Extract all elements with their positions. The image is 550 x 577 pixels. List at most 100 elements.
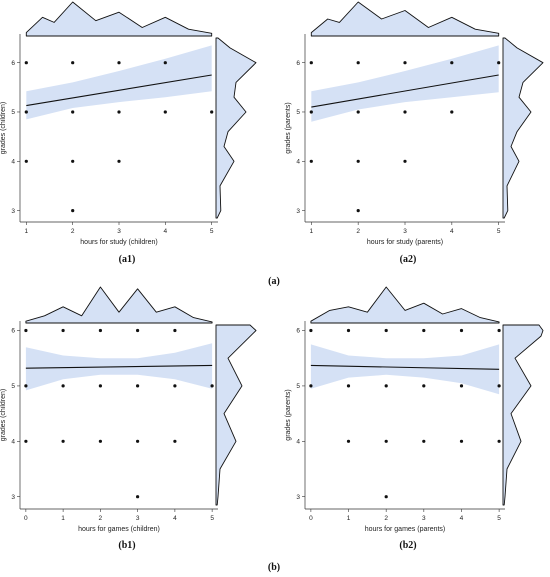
x-tick-label: 3 [403, 228, 407, 235]
y-tick-label: 4 [11, 439, 15, 446]
y-tick-label: 3 [11, 494, 15, 501]
x-axis-label: hours for study (children) [80, 239, 157, 246]
x-tick-label: 4 [164, 228, 168, 235]
trend-line [26, 74, 212, 107]
data-point [163, 110, 167, 114]
data-point [61, 439, 65, 443]
y-axis-label: grades (parents) [285, 389, 292, 440]
x-tick-label: 2 [99, 515, 103, 522]
data-point [71, 159, 75, 163]
y-tick-label: 4 [296, 158, 300, 165]
data-point [346, 439, 351, 443]
top-density-curve [310, 286, 500, 324]
data-point [356, 61, 360, 65]
x-tick-label: 3 [117, 228, 121, 235]
y-tick-label: 4 [296, 439, 300, 446]
data-point [117, 61, 121, 65]
data-point [459, 328, 464, 333]
data-point [450, 61, 454, 65]
data-point [497, 439, 501, 443]
trend-line [310, 364, 500, 370]
data-point [117, 110, 121, 114]
x-tick-label: 5 [497, 228, 501, 235]
caption-a1: (a1) [119, 254, 136, 265]
y-tick-label: 5 [296, 109, 300, 116]
panel-a2: 1 2 3 4 5 3 4 5 6 hours for study (parents) grades… [285, 1, 544, 246]
data-point [384, 384, 388, 388]
x-tick-label: 4 [450, 228, 454, 235]
x-axis-label: hours for games (parents) [365, 526, 446, 533]
data-point [422, 328, 426, 333]
data-point [497, 328, 501, 333]
data-point [136, 384, 140, 388]
data-point [117, 159, 121, 163]
x-tick-label: 1 [61, 515, 65, 522]
data-point [309, 110, 313, 114]
data-point [24, 439, 28, 443]
top-density-curve [310, 1, 500, 37]
y-tick-label: 5 [11, 383, 15, 390]
panel-b2: 0 1 2 3 4 5 3 4 5 6 hours for games (parents) grade… [285, 286, 544, 533]
x-tick-label: 5 [497, 515, 501, 522]
confidence-band [311, 45, 499, 122]
data-point [136, 439, 140, 443]
x-axis-label: hours for games (children) [78, 526, 160, 533]
x-axis-label: hours for study (parents) [367, 239, 443, 246]
data-point [403, 110, 407, 114]
data-point [163, 61, 167, 65]
y-tick-label: 3 [11, 208, 15, 215]
data-point [384, 439, 388, 443]
data-point [24, 328, 28, 333]
data-point [173, 384, 177, 388]
trend-line [311, 74, 499, 108]
x-tick-label: 2 [384, 515, 388, 522]
x-tick-label: 2 [71, 228, 75, 235]
y-tick-label: 3 [296, 208, 300, 215]
data-point [210, 110, 214, 114]
y-tick-label: 6 [296, 328, 300, 335]
y-axis-label: grades (parents) [285, 102, 292, 153]
caption-a2: (a2) [400, 254, 417, 265]
data-point [136, 495, 140, 499]
x-tick-label: 2 [356, 228, 360, 235]
data-point [98, 439, 102, 443]
data-point [61, 384, 65, 388]
data-point [24, 159, 28, 163]
data-point [210, 384, 214, 388]
y-tick-label: 6 [11, 328, 15, 335]
data-point [309, 159, 313, 163]
data-point [98, 384, 102, 388]
caption-b2: (b2) [399, 540, 416, 551]
data-point [309, 328, 313, 333]
caption-b1: (b1) [118, 540, 135, 551]
data-point [422, 439, 426, 443]
right-density-curve [502, 37, 544, 219]
panel-a1: 1 2 3 4 5 3 4 5 6 hours for study (children) grade… [0, 1, 257, 246]
trend-line [25, 364, 213, 369]
data-point [459, 439, 464, 443]
y-tick-label: 5 [296, 383, 300, 390]
x-tick-label: 1 [310, 228, 314, 235]
data-point [346, 328, 351, 333]
data-point [71, 209, 75, 213]
data-point [346, 384, 351, 388]
x-tick-label: 3 [422, 515, 426, 522]
data-point [403, 61, 407, 65]
data-point [497, 61, 501, 65]
top-density-curve [25, 1, 213, 37]
y-tick-label: 3 [296, 494, 300, 501]
data-point [24, 384, 28, 388]
confidence-band [26, 45, 212, 120]
y-axis-label: grades (children) [0, 389, 7, 442]
y-tick-label: 6 [11, 60, 15, 67]
caption-b: (b) [268, 562, 280, 573]
data-point [98, 328, 102, 333]
x-tick-label: 0 [24, 515, 28, 522]
x-tick-label: 1 [347, 515, 351, 522]
data-point [71, 110, 75, 114]
y-tick-label: 5 [11, 109, 15, 116]
data-point [173, 328, 177, 333]
data-point [61, 328, 65, 333]
data-point [309, 384, 313, 388]
